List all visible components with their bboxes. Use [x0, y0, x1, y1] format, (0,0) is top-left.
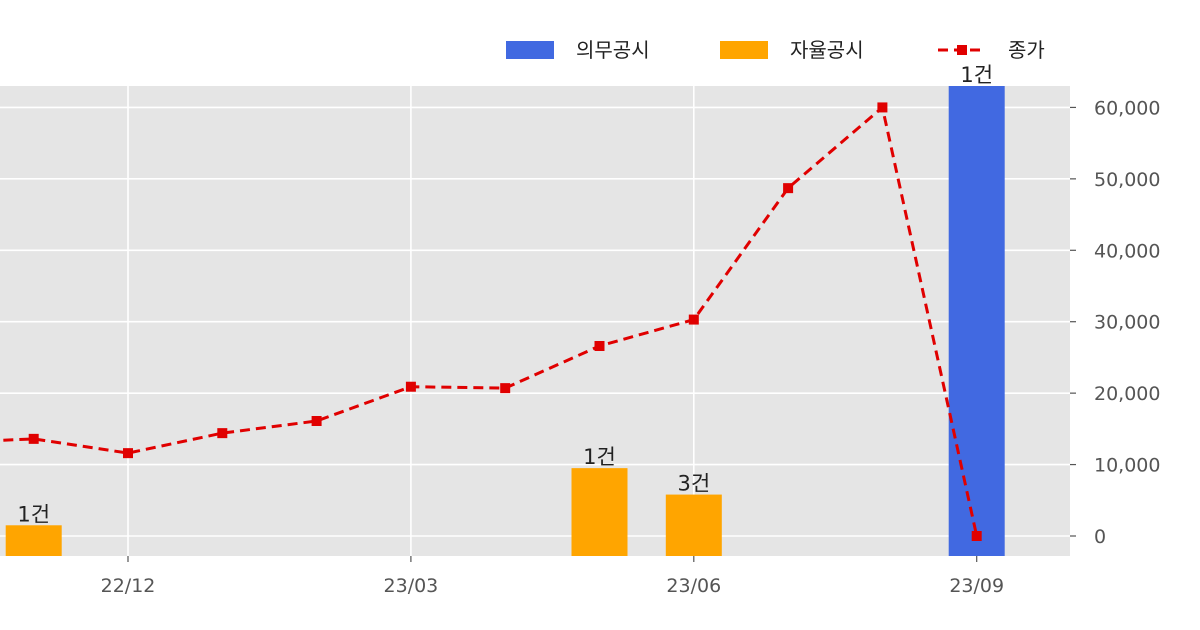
- legend-label: 의무공시: [576, 38, 650, 62]
- bar-의무공시: [948, 86, 1005, 556]
- price-line: [0, 104, 979, 537]
- price-point: [783, 183, 794, 194]
- y-tick-label: 30,000: [1094, 312, 1160, 334]
- price-point: [594, 341, 605, 351]
- price-point: [971, 531, 982, 541]
- bar-data-label: 1건: [960, 63, 993, 87]
- x-tick-label: 23/06: [666, 575, 721, 597]
- x-axis: 22/12 23/03 23/06 23/09: [101, 556, 1004, 597]
- price-point: [123, 448, 133, 459]
- legend-swatch: [506, 41, 554, 59]
- y-tick-label: 60,000: [1094, 97, 1160, 119]
- legend-swatch: [720, 41, 768, 59]
- bar-data-label: 1건: [17, 502, 50, 526]
- bar-series: 1건 1건 1건 3건: [5, 63, 1005, 556]
- y-tick-label: 20,000: [1094, 383, 1160, 405]
- legend-label: 자율공시: [790, 38, 864, 62]
- bar-자율공시: [5, 525, 62, 556]
- legend: 의무공시 자율공시 종가: [506, 38, 1045, 62]
- horizontal-gridlines: [0, 106, 1070, 537]
- bar-자율공시: [571, 468, 628, 556]
- y-tick-label: 0: [1094, 526, 1106, 548]
- bar-data-label: 1건: [583, 445, 616, 469]
- y-tick-label: 40,000: [1094, 240, 1160, 262]
- legend-label: 종가: [1008, 38, 1045, 62]
- price-point: [28, 433, 39, 444]
- y-tick-label: 10,000: [1094, 455, 1160, 477]
- price-point: [405, 381, 416, 392]
- price-point: [688, 314, 699, 325]
- x-tick-label: 23/03: [384, 575, 439, 597]
- x-tick-label: 23/09: [949, 575, 1004, 597]
- price-point: [500, 383, 511, 394]
- bar-자율공시: [665, 494, 722, 556]
- price-point: [217, 428, 228, 439]
- y-axis: 0 10,000 20,000 30,000 40,000 50,000 60,000: [1070, 97, 1160, 548]
- price-point: [311, 416, 322, 426]
- bar-data-label: 3건: [677, 472, 710, 496]
- x-tick-label: 22/12: [101, 575, 156, 597]
- legend-marker: [957, 45, 967, 55]
- price-point: [877, 102, 888, 113]
- y-tick-label: 50,000: [1094, 169, 1160, 191]
- price-line-series: [0, 102, 982, 541]
